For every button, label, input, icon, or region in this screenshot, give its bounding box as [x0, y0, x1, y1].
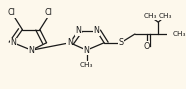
Text: CH₃: CH₃ — [158, 13, 172, 19]
Text: N: N — [29, 46, 34, 55]
Text: CH₃: CH₃ — [143, 13, 157, 19]
Text: CH₃: CH₃ — [172, 31, 186, 37]
Text: N: N — [84, 46, 89, 55]
Text: N: N — [67, 38, 73, 47]
Text: N: N — [10, 38, 16, 47]
Text: S: S — [118, 38, 123, 47]
Text: O: O — [143, 42, 150, 51]
Text: Cl: Cl — [8, 8, 15, 17]
Text: CH₃: CH₃ — [80, 62, 93, 68]
Text: Cl: Cl — [44, 8, 52, 17]
Text: N: N — [94, 26, 100, 35]
Text: N: N — [75, 26, 81, 35]
